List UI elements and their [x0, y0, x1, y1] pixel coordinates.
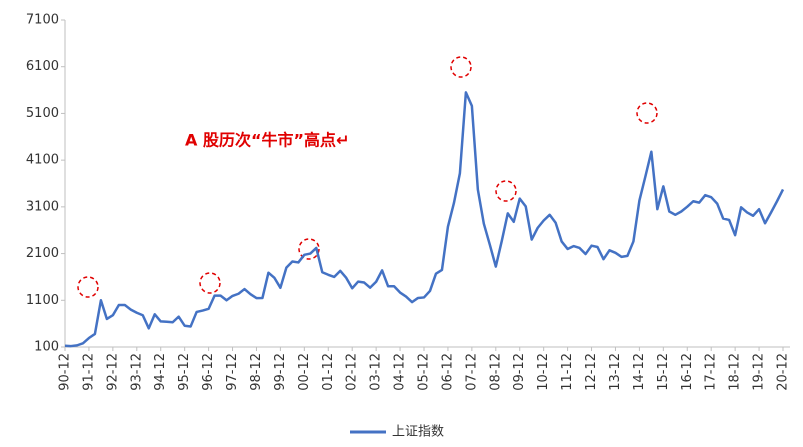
peak-circle: [298, 238, 320, 260]
x-tick-label: 91-12: [81, 353, 96, 391]
x-tick-label: 08-12: [488, 353, 503, 391]
legend-label: 上证指数: [392, 425, 444, 440]
peak-circle: [636, 102, 658, 124]
x-tick-label: 02-12: [345, 353, 360, 391]
y-tick-label: 3100: [26, 199, 59, 214]
x-tick-label: 13-12: [608, 353, 623, 391]
x-tick-label: 03-12: [369, 353, 384, 391]
peak-circle: [77, 276, 99, 298]
x-tick-label: 19-12: [752, 353, 767, 391]
series-line: [64, 91, 785, 348]
peak-markers: [77, 56, 658, 298]
x-tick-label: 93-12: [129, 353, 144, 391]
y-tick-label: 5100: [26, 106, 59, 121]
y-tick-label: 100: [34, 340, 59, 355]
annotation: A 股历次“牛市”高点↵: [185, 131, 349, 150]
x-tick-label: 98-12: [249, 353, 264, 391]
x-tick-label: 04-12: [393, 353, 408, 391]
x-tick-label: 92-12: [105, 353, 120, 391]
x-tick-label: 00-12: [297, 353, 312, 391]
x-tick-label: 09-12: [512, 353, 527, 391]
peak-circle: [450, 56, 472, 78]
x-tick-label: 05-12: [417, 353, 432, 391]
x-tick-label: 14-12: [632, 353, 647, 391]
x-tick-label: 12-12: [584, 353, 599, 391]
x-tick-label: 11-12: [560, 353, 575, 391]
x-tick-label: 94-12: [153, 353, 168, 391]
x-tick-label: 06-12: [440, 353, 455, 391]
x-tick-label: 96-12: [201, 353, 216, 391]
y-tick-label: 4100: [26, 153, 59, 168]
y-tick-label: 1100: [26, 293, 59, 308]
peak-circle: [199, 272, 221, 294]
peak-circle: [495, 180, 517, 202]
y-tick-label: 7100: [26, 13, 59, 28]
x-tick-label: 90-12: [58, 353, 73, 391]
x-tick-label: 17-12: [704, 353, 719, 391]
x-tick-label: 97-12: [225, 353, 240, 391]
x-tick-label: 07-12: [464, 353, 479, 391]
x-tick-label: 95-12: [177, 353, 192, 391]
x-tick-label: 01-12: [321, 353, 336, 391]
x-tick-label: 18-12: [728, 353, 743, 391]
y-tick-label: 2100: [26, 246, 59, 261]
x-tick-label: 20-12: [776, 353, 791, 391]
x-tick-label: 15-12: [656, 353, 671, 391]
x-tick-label: 10-12: [536, 353, 551, 391]
x-tick-label: 16-12: [680, 353, 695, 391]
y-tick-label: 6100: [26, 59, 59, 74]
x-tick-label: 99-12: [273, 353, 288, 391]
